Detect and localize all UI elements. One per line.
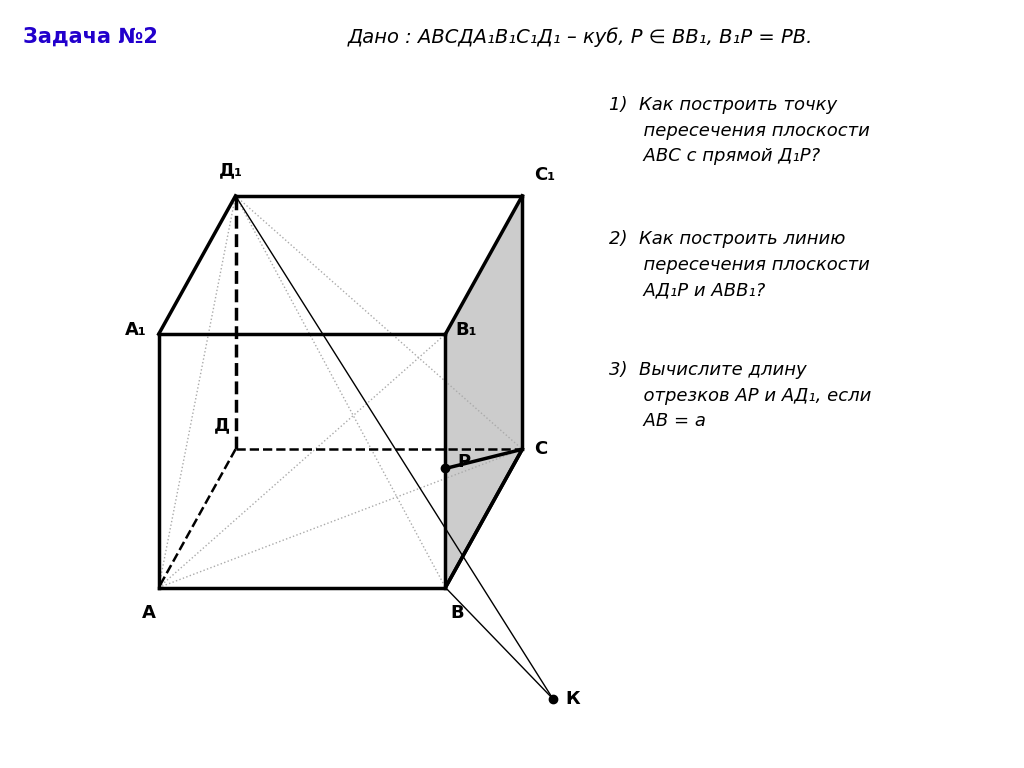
Polygon shape [445,449,522,588]
Text: В₁: В₁ [456,321,477,339]
Text: А: А [141,604,156,622]
Text: В: В [451,604,464,622]
Text: К: К [565,690,580,708]
Text: Д: Д [214,416,230,434]
Text: А₁: А₁ [125,321,146,339]
Text: С₁: С₁ [535,167,556,184]
Text: С: С [535,440,548,458]
Text: 1)  Как построить точку
      пересечения плоскости
      АВС с прямой Д₁Р?: 1) Как построить точку пересечения плоск… [609,96,870,165]
Text: Задача №2: Задача №2 [23,27,158,47]
Text: Д₁: Д₁ [218,161,243,179]
Text: 3)  Вычислите длину
      отрезков АР и АД₁, если
      АВ = а: 3) Вычислите длину отрезков АР и АД₁, ес… [609,361,871,430]
Text: Дано : АВСДА₁В₁С₁Д₁ – куб, P ∈ BB₁, B₁P = PB.: Дано : АВСДА₁В₁С₁Д₁ – куб, P ∈ BB₁, B₁P … [348,27,813,47]
Text: 2)  Как построить линию
      пересечения плоскости
      АД₁Р и АВВ₁?: 2) Как построить линию пересечения плоск… [609,230,870,300]
Text: Р: Р [458,453,471,472]
Polygon shape [445,196,522,468]
